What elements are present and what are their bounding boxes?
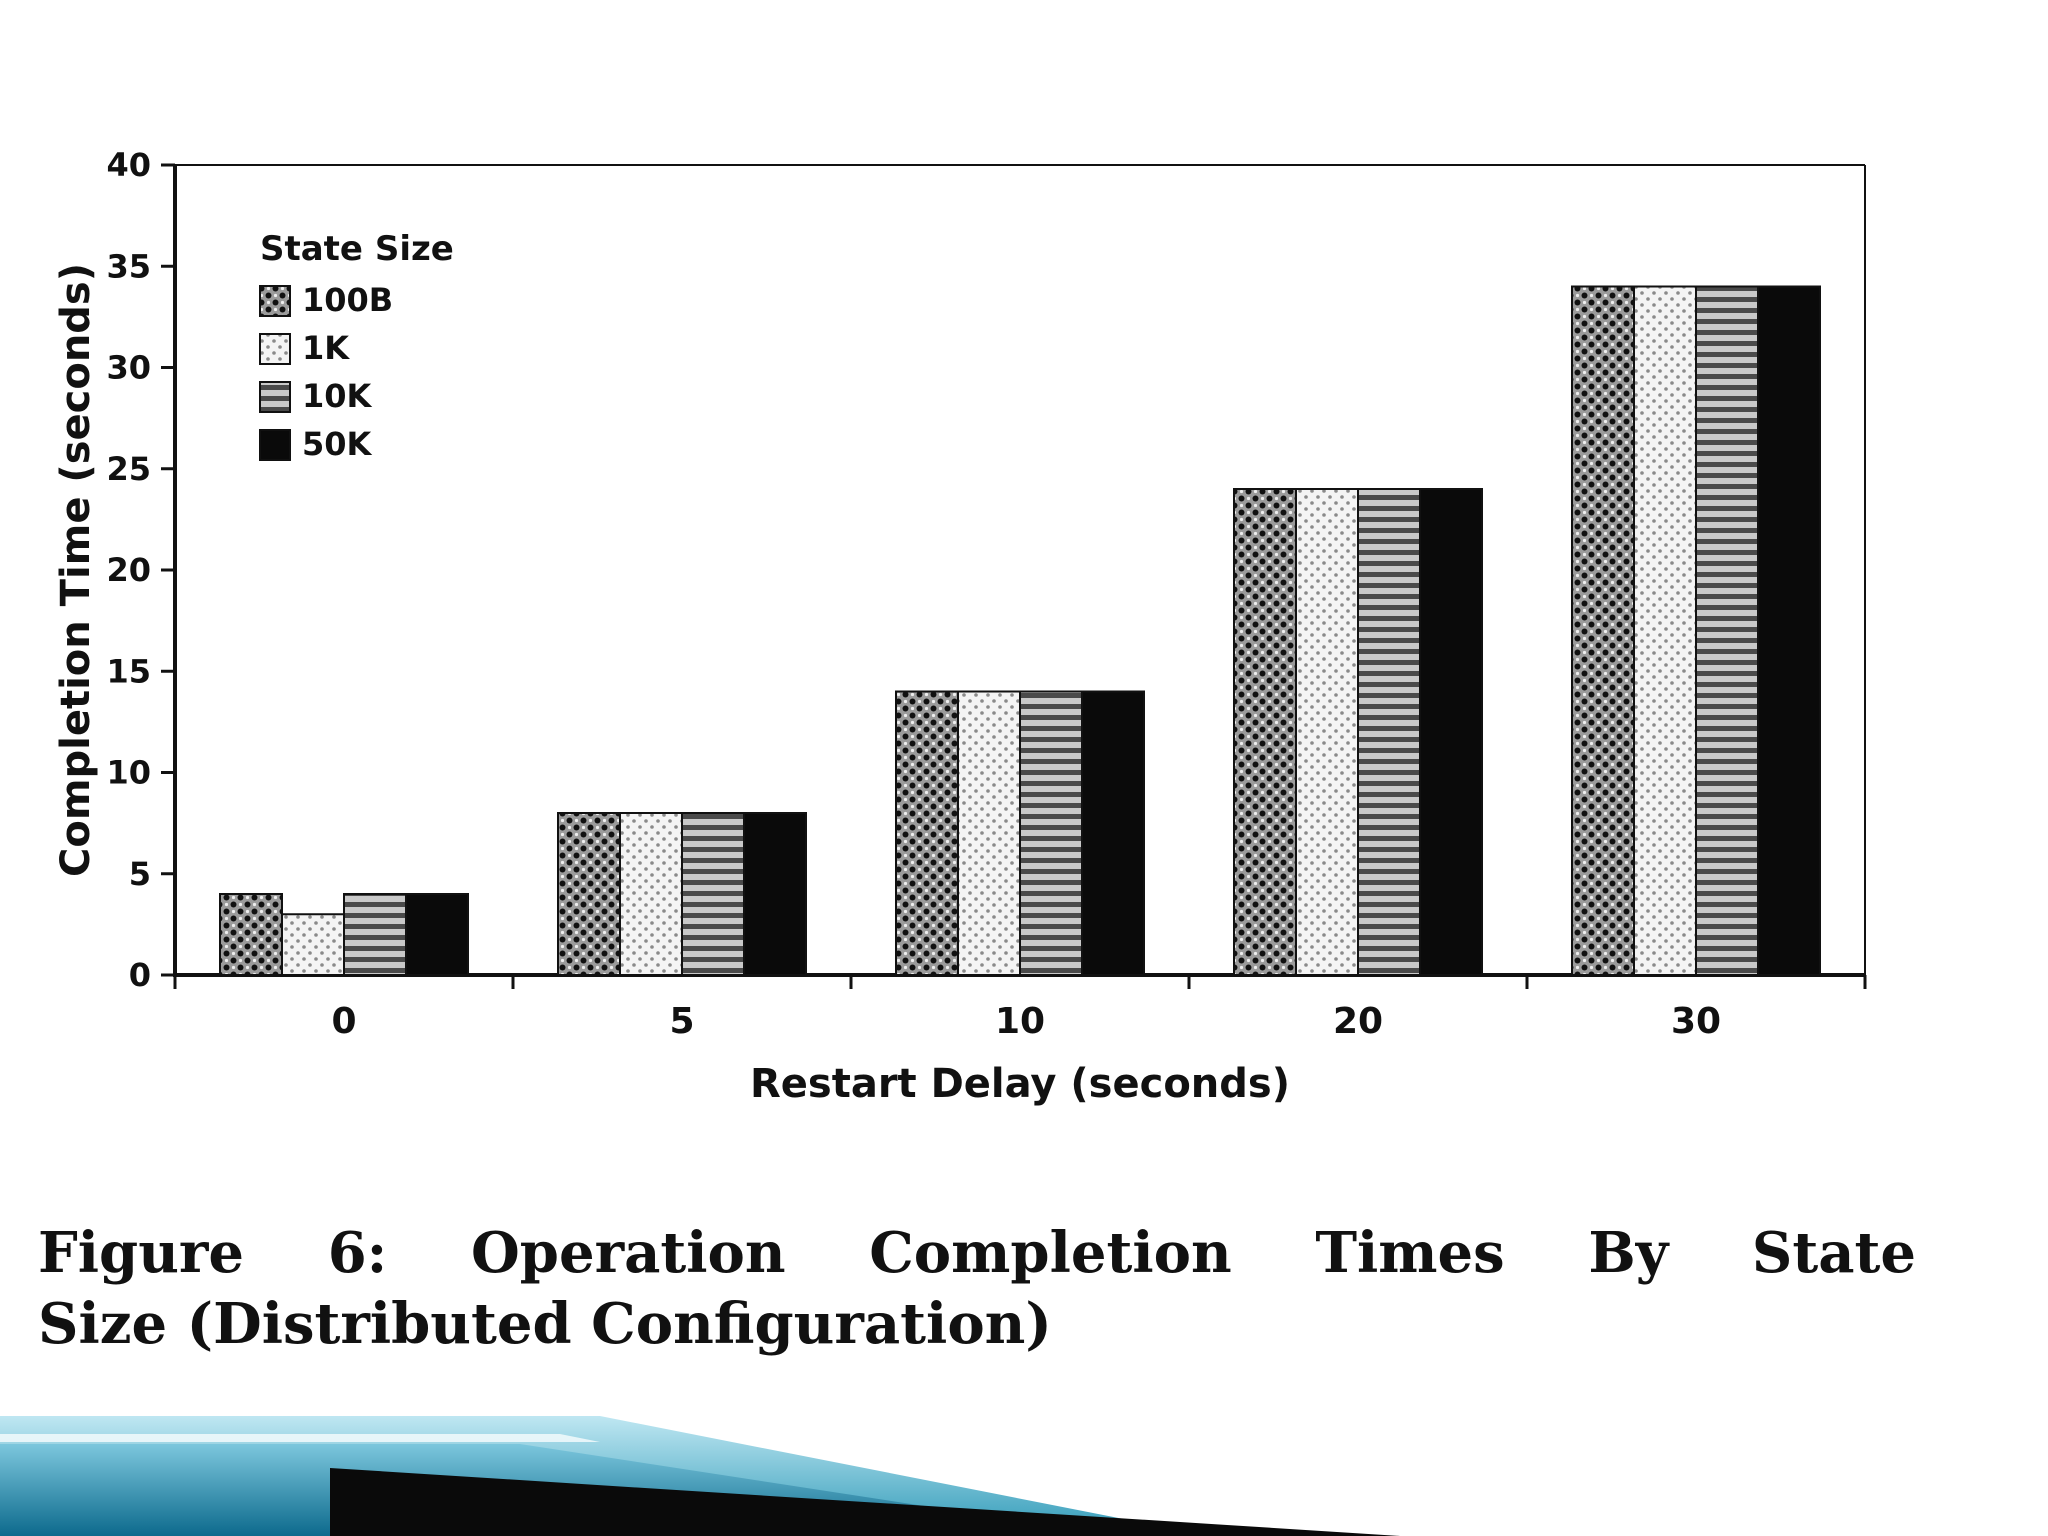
y-tick-label: 20 [106, 551, 151, 589]
bar-100B-delay-20 [1233, 488, 1297, 976]
bar-50K-delay-10 [1081, 690, 1145, 976]
chart-svg: 0 5 10 15 20 25 30 35 40 0 5 10 20 30 Restart Delay (s… [55, 146, 1867, 1107]
legend-swatch-1K [259, 333, 291, 365]
legend-swatch-100B [259, 285, 291, 317]
bar-10K-delay-20 [1357, 488, 1421, 976]
y-axis-title: Completion Time (seconds) [55, 263, 99, 877]
bar-50K-delay-0 [405, 893, 469, 976]
footer-white-stripe [0, 1434, 600, 1442]
legend-label-100B: 100B [302, 281, 393, 319]
bar-50K-delay-5 [743, 812, 807, 976]
y-tick-label: 35 [106, 247, 151, 285]
bar-chart: 0 5 10 15 20 25 30 35 40 0 5 10 20 30 Restart Delay (s… [55, 110, 1900, 1130]
caption-line-2: Size (Distributed Configuration) [38, 1291, 1052, 1358]
bar-1K-delay-5 [619, 812, 683, 976]
x-tick-label: 10 [995, 1001, 1045, 1042]
bar-10K-delay-0 [343, 893, 407, 976]
y-tick-label: 30 [106, 349, 151, 387]
legend-label-10K: 10K [302, 377, 373, 415]
bar-1K-delay-20 [1295, 488, 1359, 976]
y-tick-label: 0 [129, 956, 151, 994]
bar-10K-delay-30 [1695, 285, 1759, 976]
bar-100B-delay-5 [557, 812, 621, 976]
x-tick-label: 5 [669, 1001, 694, 1042]
x-tick-label: 0 [331, 1001, 356, 1042]
legend-label-1K: 1K [302, 329, 350, 367]
y-tick-label: 5 [129, 855, 151, 893]
legend-label-50K: 50K [302, 425, 373, 463]
bar-1K-delay-10 [957, 690, 1021, 976]
y-tick-label: 15 [106, 652, 151, 690]
legend-title: State Size [260, 229, 454, 269]
bar-100B-delay-10 [895, 690, 959, 976]
x-tick-label: 30 [1671, 1001, 1721, 1042]
bar-50K-delay-30 [1757, 285, 1821, 976]
bar-100B-delay-30 [1571, 285, 1635, 976]
bar-1K-delay-30 [1633, 285, 1697, 976]
footer-black-wedge [330, 1468, 1400, 1536]
y-tick-label: 40 [106, 146, 151, 184]
x-axis-title: Restart Delay (seconds) [750, 1061, 1290, 1107]
slide-footer-decoration [0, 1416, 1400, 1536]
bar-100B-delay-0 [219, 893, 283, 976]
x-tick-label: 20 [1333, 1001, 1383, 1042]
bar-10K-delay-5 [681, 812, 745, 976]
y-tick-label: 10 [106, 754, 151, 792]
caption-line-1: Figure 6: Operation Completion Times By … [38, 1220, 1916, 1286]
bar-50K-delay-20 [1419, 488, 1483, 976]
legend-swatch-10K [259, 381, 291, 413]
bar-10K-delay-10 [1019, 690, 1083, 976]
bar-1K-delay-0 [281, 913, 345, 976]
legend-swatch-50K [259, 429, 291, 461]
y-tick-label: 25 [106, 450, 151, 488]
figure-caption: Figure 6: Operation Completion Times By … [38, 1218, 1916, 1360]
